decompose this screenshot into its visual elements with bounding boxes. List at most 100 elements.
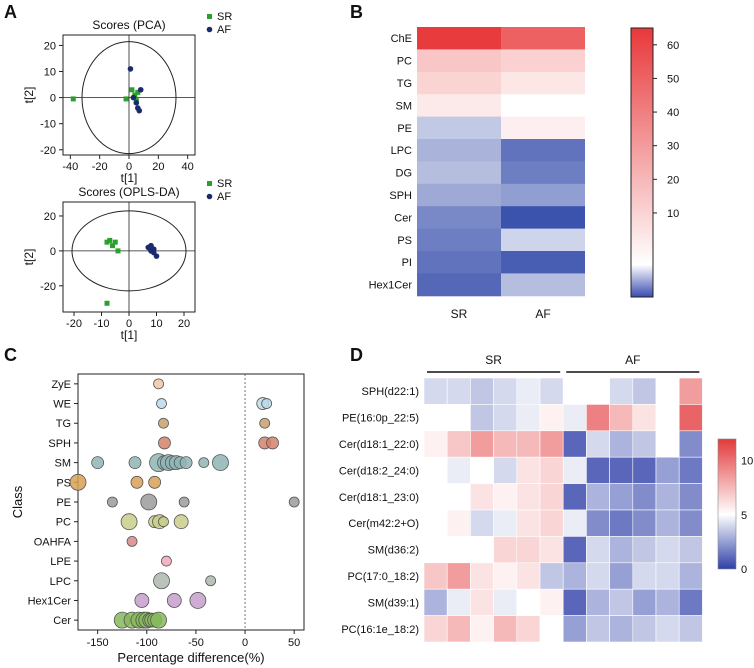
heatmap-cell <box>586 377 610 405</box>
heatmap-cell <box>539 588 564 616</box>
y-axis-label: t[2] <box>22 249 36 266</box>
bubble-point <box>212 454 229 472</box>
heatmap-cell <box>423 588 448 616</box>
panel-a-oplsda-plot: Scores (OPLS-DA) -20 -10 0 10 20 -20 0 20 t[1] t[2… <box>22 178 232 342</box>
af-point <box>133 100 140 106</box>
heatmap-cell <box>501 49 585 73</box>
heatmap-cell <box>516 430 541 458</box>
x-tick-label: 0 <box>242 637 248 649</box>
bubble-point <box>150 611 167 629</box>
heatmap-cell <box>417 273 501 297</box>
heatmap-cell <box>470 483 494 511</box>
x-tick-label: 20 <box>152 161 164 173</box>
class-label: PC <box>56 517 71 529</box>
heatmap-cell <box>655 404 680 432</box>
heatmap-cell <box>516 509 541 537</box>
heatmap-cell <box>586 536 610 564</box>
heatmap-cell <box>655 588 680 616</box>
heatmap-cell <box>562 404 587 432</box>
row-label: PI <box>402 257 412 269</box>
sr-point <box>104 300 110 306</box>
heatmap-cell <box>423 430 448 458</box>
heatmap-cell <box>423 509 448 537</box>
heatmap-cell <box>417 206 501 230</box>
heatmap-cell <box>632 456 657 484</box>
x-tick-label: -40 <box>62 161 78 173</box>
heatmap-cell <box>678 509 703 537</box>
x-tick-label: -100 <box>136 637 158 649</box>
bubble-point <box>189 592 207 609</box>
heatmap-cell <box>609 404 634 432</box>
colorbar-tick-label: 50 <box>667 73 679 85</box>
bubble-point <box>140 493 158 511</box>
heatmap-cell <box>586 430 610 458</box>
heatmap-cell <box>609 536 634 564</box>
heatmap-cell <box>501 161 585 185</box>
bubble-point <box>161 555 172 567</box>
class-label: PE <box>56 497 71 509</box>
bubble-point <box>259 417 271 429</box>
heatmap-cell <box>493 456 518 484</box>
heatmap-cell <box>493 483 518 511</box>
row-label: PS <box>397 235 412 247</box>
heatmap-cell <box>586 588 610 616</box>
heatmap-cell <box>562 562 587 590</box>
heatmap-cell <box>655 483 680 511</box>
heatmap-cell <box>417 49 501 73</box>
panel-letter-d: D <box>350 345 363 365</box>
heatmap-cell <box>446 377 471 405</box>
heatmap-cell <box>501 273 585 297</box>
y-tick-label: 0 <box>50 93 56 105</box>
heatmap-cell <box>516 588 541 616</box>
bubble-point <box>120 513 138 531</box>
heatmap-cell <box>516 536 541 564</box>
legend-label: AF <box>217 24 231 36</box>
x-tick-label: -50 <box>188 637 204 649</box>
column-label: SR <box>451 307 468 321</box>
heatmap-cell <box>417 228 501 252</box>
heatmap-cell <box>516 483 541 511</box>
heatmap-cell <box>446 430 471 458</box>
heatmap-cell <box>423 456 448 484</box>
heatmap-cell <box>446 536 471 564</box>
class-label: LPE <box>50 556 71 568</box>
hotelling-ellipse <box>71 210 187 292</box>
heatmap-cell <box>539 509 564 537</box>
heatmap-cell <box>562 377 587 405</box>
plot-title: Scores (OPLS-DA) <box>78 185 179 199</box>
heatmap-cell <box>493 430 518 458</box>
y-axis-label: t[2] <box>22 87 36 104</box>
bubble-point <box>69 473 87 491</box>
legend-label: SR <box>217 11 232 23</box>
legend-marker-sr <box>207 14 212 19</box>
sr-point <box>123 96 129 102</box>
class-label: Cer <box>53 615 71 627</box>
bubble-point <box>153 378 164 390</box>
row-label: Cer(d18:1_23:0) <box>339 492 419 504</box>
row-label: PC(16:1e_18:2) <box>341 624 419 636</box>
heatmap-cell <box>678 536 703 564</box>
heatmap-cell <box>678 377 703 405</box>
colorbar <box>717 438 737 570</box>
heatmap-cell <box>539 377 564 405</box>
heatmap-cell <box>678 615 703 643</box>
class-label: SM <box>55 458 72 470</box>
x-tick-label: -150 <box>87 637 109 649</box>
x-tick-label: 40 <box>182 161 194 173</box>
sr-point <box>115 248 121 254</box>
legend-label: SR <box>217 178 232 190</box>
heatmap-cell <box>655 536 680 564</box>
heatmap-cell <box>446 483 471 511</box>
af-point <box>137 86 144 93</box>
heatmap-cell <box>417 27 501 50</box>
column-label: AF <box>535 307 550 321</box>
class-label: Hex1Cer <box>28 595 72 607</box>
heatmap-cell <box>539 456 564 484</box>
legend-marker-af <box>206 26 213 33</box>
x-tick-label: -20 <box>66 318 82 330</box>
bubble-point <box>158 436 171 450</box>
legend-marker-sr <box>207 181 212 186</box>
heatmap-cell <box>562 615 587 643</box>
heatmap-cell <box>470 404 494 432</box>
